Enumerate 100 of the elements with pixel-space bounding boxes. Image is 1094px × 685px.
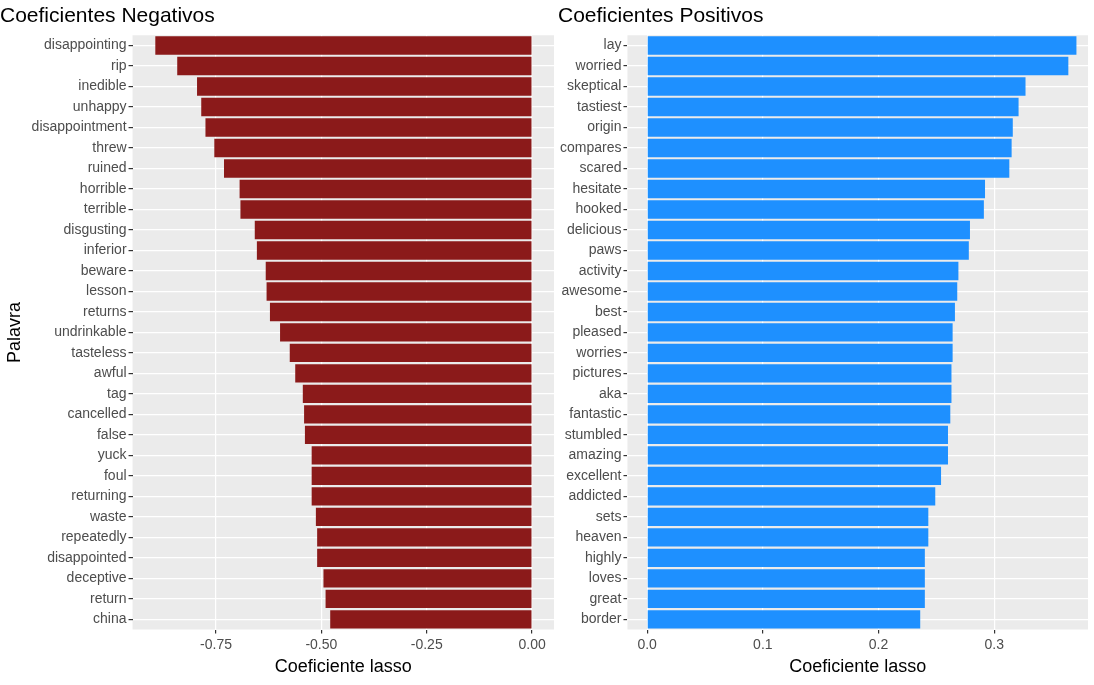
x-axis-title: Coeficiente lasso xyxy=(789,656,927,677)
bar xyxy=(647,466,942,486)
bar xyxy=(647,36,1077,55)
bar xyxy=(647,364,952,383)
x-tick-label: 0.0 xyxy=(637,635,658,652)
x-tick-label: -0.75 xyxy=(200,635,233,652)
bar xyxy=(647,97,1019,117)
y-tick-label: ruined xyxy=(87,159,127,176)
y-tick-label: awesome xyxy=(561,282,622,299)
bar xyxy=(647,159,1010,178)
y-tick-label: terrible xyxy=(83,200,127,217)
y-tick-label: disappointment xyxy=(31,118,127,135)
bar xyxy=(647,446,948,465)
bar xyxy=(647,56,1069,76)
y-tick-label: china xyxy=(93,610,127,627)
bar xyxy=(647,425,948,445)
y-tick-label: return xyxy=(89,589,127,606)
bar xyxy=(647,241,969,260)
y-tick-label: beware xyxy=(80,261,127,278)
y-tick-label: tastiest xyxy=(577,97,622,114)
y-tick-label: scared xyxy=(579,159,622,176)
y-tick-label: heaven xyxy=(575,528,622,545)
y-tick-label: foul xyxy=(103,466,127,483)
y-tick-label: border xyxy=(581,610,622,627)
bar xyxy=(647,118,1013,137)
x-tick-label: -0.50 xyxy=(305,635,338,652)
y-tick-label: tag xyxy=(107,384,127,401)
y-tick-label: hooked xyxy=(575,200,622,217)
x-tick-label: 0.3 xyxy=(984,635,1005,652)
y-tick-label: returning xyxy=(71,487,127,504)
y-tick-label: paws xyxy=(588,241,622,258)
y-tick-label: undrinkable xyxy=(54,323,127,340)
y-tick-label: pictures xyxy=(572,364,622,381)
bar xyxy=(647,261,959,281)
y-tick-label: false xyxy=(96,425,127,442)
y-tick-label: disappointing xyxy=(44,36,127,53)
bar xyxy=(647,487,936,506)
y-tick-label: excellent xyxy=(566,466,622,483)
bar xyxy=(647,405,951,424)
y-tick-label: origin xyxy=(587,118,622,135)
bar xyxy=(647,220,970,240)
bar xyxy=(647,179,986,199)
x-tick-label: 0.1 xyxy=(753,635,773,652)
y-tick-label: inedible xyxy=(78,77,127,94)
bar xyxy=(647,384,952,404)
y-tick-label: aka xyxy=(598,384,622,401)
y-tick-label: skeptical xyxy=(567,77,622,94)
y-tick-label: horrible xyxy=(79,179,127,196)
y-tick-label: deceptive xyxy=(66,569,127,586)
y-tick-label: hesitate xyxy=(572,179,622,196)
bar xyxy=(647,589,925,609)
y-tick-label: loves xyxy=(588,569,622,586)
y-tick-label: rip xyxy=(110,56,127,73)
y-tick-label: yuck xyxy=(97,446,128,463)
chart-title: Coeficientes Positivos xyxy=(558,3,764,27)
y-tick-label: lesson xyxy=(86,282,127,299)
y-tick-label: returns xyxy=(82,302,127,319)
bar xyxy=(647,323,953,342)
y-tick-label: delicious xyxy=(566,220,622,237)
y-tick-label: addicted xyxy=(568,487,622,504)
y-tick-label: great xyxy=(589,589,622,606)
y-tick-label: threw xyxy=(92,138,128,155)
y-tick-label: unhappy xyxy=(72,97,127,114)
bar xyxy=(647,77,1026,96)
bar xyxy=(647,138,1012,158)
x-tick-label: -0.25 xyxy=(410,635,443,652)
y-tick-label: highly xyxy=(584,548,622,565)
bar xyxy=(647,507,929,527)
y-tick-label: pleased xyxy=(572,323,622,340)
x-tick-label: 0.00 xyxy=(518,635,546,652)
bar xyxy=(647,343,953,363)
y-tick-label: worried xyxy=(574,56,622,73)
y-tick-label: amazing xyxy=(568,446,622,463)
bar xyxy=(647,569,925,588)
bar xyxy=(647,548,925,568)
x-tick-label: 0.2 xyxy=(868,635,889,652)
y-tick-label: worries xyxy=(575,343,622,360)
y-tick-label: stumbled xyxy=(564,425,622,442)
y-tick-label: compares xyxy=(560,138,622,155)
y-tick-label: activity xyxy=(578,261,622,278)
bar xyxy=(647,200,984,219)
y-axis-title: Palavra xyxy=(3,300,24,363)
y-tick-label: best xyxy=(595,302,622,319)
y-tick-label: inferior xyxy=(83,241,127,258)
x-axis-title: Coeficiente lasso xyxy=(274,656,412,677)
y-tick-label: sets xyxy=(595,507,622,524)
y-tick-label: waste xyxy=(88,507,127,524)
bar xyxy=(647,282,958,301)
y-tick-label: awful xyxy=(93,364,127,381)
y-tick-label: disgusting xyxy=(63,220,127,237)
y-tick-label: lay xyxy=(603,36,622,53)
bar xyxy=(647,528,929,547)
y-tick-label: cancelled xyxy=(67,405,127,422)
y-tick-label: fantastic xyxy=(569,405,622,422)
bar xyxy=(647,610,921,629)
y-tick-label: tasteless xyxy=(71,343,127,360)
chart-title: Coeficientes Negativos xyxy=(0,3,215,27)
y-tick-label: repeatedly xyxy=(61,528,127,545)
y-tick-label: disappointed xyxy=(47,548,127,565)
bar xyxy=(647,302,955,322)
